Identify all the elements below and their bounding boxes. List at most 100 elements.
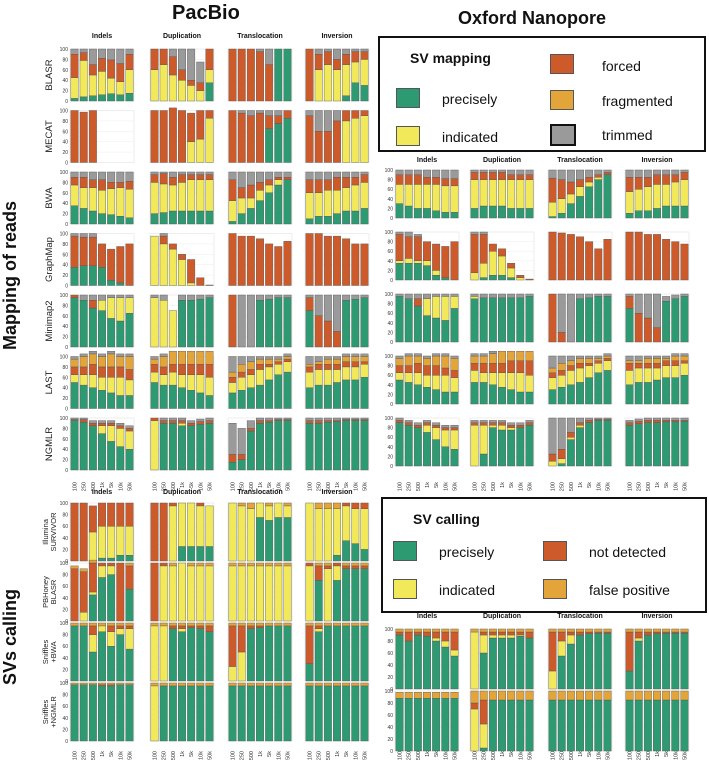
pacbio-calling-0-0-bar-segment xyxy=(116,502,125,527)
ont-calling-1-2-bar-segment xyxy=(594,699,603,752)
pacbio-mapping-6-3-bar-segment xyxy=(323,417,332,421)
pacbio-mapping-6-3-bar-segment xyxy=(351,420,360,471)
pacbio-calling-0-1-bar-segment xyxy=(150,502,159,562)
ont-mapping-3-3-bar-segment xyxy=(634,360,643,364)
pacbio-mapping-0-0-bar-segment xyxy=(79,52,88,61)
pacbio-mapping-0-0-bar-segment xyxy=(98,48,106,59)
ont-mapping-0-3-bar-segment xyxy=(653,208,661,219)
ont-mapping-3-2-bar-segment xyxy=(548,389,557,405)
pacbio-mapping-6-0-ytick: 100 xyxy=(60,416,69,422)
pacbio-mapping-4-0-bar-segment xyxy=(107,297,116,319)
pacbio-calling-1-2-bar-segment xyxy=(274,562,283,567)
ont-calling-0-2-bar-segment xyxy=(603,628,612,633)
ont-mapping-4-2-bar-segment xyxy=(585,422,594,467)
ont-calling-0-1-bar-segment xyxy=(525,628,534,633)
pacbio-mapping-5-3-bar-segment xyxy=(314,361,323,365)
ont-mapping-1-1-bar-segment xyxy=(516,277,525,281)
ont-mapping-4-2-bar-segment xyxy=(548,461,557,467)
pacbio-calling-3-1-bar-segment xyxy=(187,685,196,742)
pacbio-mapping-2-3-bar-segment xyxy=(305,218,314,225)
ont-mapping-0-2-bar-segment xyxy=(576,196,584,219)
pacbio-mapping-1-1-bar-segment xyxy=(187,112,196,142)
ont-mapping-1-1-bar-segment xyxy=(507,277,516,281)
ont-calling-0-0-bar-segment xyxy=(404,640,413,690)
pacbio-mapping-1-3-bar-segment xyxy=(351,118,360,163)
pacbio-mapping-6-2-bar-segment xyxy=(237,454,246,460)
pacbio-mapping-2-3-bar-segment xyxy=(323,189,332,217)
pacbio-mapping-5-1-bar-segment xyxy=(168,351,177,365)
pacbio-calling-0-0-bar-segment xyxy=(107,502,116,527)
pacbio-mapping-5-3-bar-segment xyxy=(360,364,369,378)
pacbio-mapping-5-2-bar-segment xyxy=(256,364,264,370)
ont-calling-xtick: 50k xyxy=(682,751,688,760)
ont-mapping-3-3-bar-segment xyxy=(680,353,689,357)
ont-mapping-4-0-bar-segment xyxy=(450,449,459,467)
pacbio-mapping-5-3-bar-segment xyxy=(314,384,323,409)
pacbio-mapping-6-2-bar-segment xyxy=(246,428,255,432)
pacbio-mapping-xtick: 250 xyxy=(82,482,88,491)
ont-mapping-2-3-bar-segment xyxy=(671,294,680,299)
pacbio-calling-2-1-bar-segment xyxy=(168,628,177,682)
pacbio-mapping-xtick: 100 xyxy=(153,482,159,491)
ont-mapping-4-0-bar-segment xyxy=(413,425,422,428)
ont-calling-1-1-bar-segment xyxy=(507,690,516,701)
pacbio-calling-1-0-bar-segment xyxy=(70,565,79,570)
pacbio-calling-0-1-bar-segment xyxy=(205,546,214,562)
pacbio-mapping-5-0-bar-segment xyxy=(88,353,97,365)
ont-calling-1-1-bar-segment xyxy=(525,690,534,701)
pacbio-mapping-4-0-ytick: 100 xyxy=(60,293,69,299)
pacbio-calling-0-2-bar-segment xyxy=(246,502,255,510)
pacbio-mapping-4-0-ytick: 0 xyxy=(65,345,68,351)
pacbio-mapping-6-3-bar-segment xyxy=(333,421,341,471)
pacbio-calling-1-3-bar-segment xyxy=(360,565,369,570)
ont-mapping-3-0-bar-segment xyxy=(395,355,404,359)
ont-mapping-3-0-bar-segment xyxy=(395,379,404,405)
pacbio-mapping-6-1-bar-segment xyxy=(178,423,186,427)
pacbio-mapping-6-0-bar-segment xyxy=(88,425,97,471)
ont-mapping-4-0-bar-segment xyxy=(423,420,431,423)
pacbio-mapping-5-2-bar-segment xyxy=(283,361,292,373)
pacbio-mapping-2-1-bar-segment xyxy=(159,212,168,225)
pacbio-mapping-5-1-bar-segment xyxy=(196,364,205,375)
ont-calling-xtick: 50k xyxy=(452,751,458,760)
pacbio-mapping-6-0-bar-segment xyxy=(125,430,134,450)
pacbio-calling-0-1-bar-segment xyxy=(196,502,205,507)
ont-mapping-0-1-bar-segment xyxy=(507,174,516,180)
pacbio-mapping-3-0-bar-segment xyxy=(79,236,88,266)
ont-mapping-0-1-bar-segment xyxy=(479,205,488,219)
pacbio-mapping-0-0-bar-segment xyxy=(125,54,134,71)
ont-calling-1-1-bar-segment xyxy=(479,723,488,749)
ont-calling-0-2-bar-segment xyxy=(548,628,557,633)
pacbio-mapping-0-3-bar-segment xyxy=(323,64,332,102)
pacbio-mapping-row-label-part: MECAT xyxy=(44,120,55,153)
ont-mapping-0-1-bar-segment xyxy=(479,179,488,207)
pacbio-mapping-1-2-bar-segment xyxy=(265,128,274,163)
ont-calling-1-3-bar-segment xyxy=(625,690,634,701)
pacbio-calling-3-0-ytick: 100 xyxy=(60,681,69,687)
ont-mapping-0-2-bar-segment xyxy=(557,212,566,219)
pacbio-mapping-6-0-ytick: 20 xyxy=(62,458,68,464)
pacbio-mapping-5-3-bar-segment xyxy=(360,361,369,365)
ont-mapping-1-0-ytick: 100 xyxy=(385,230,394,236)
pacbio-mapping-5-3-bar-segment xyxy=(305,387,314,409)
pacbio-calling-xtick: 250 xyxy=(240,751,246,760)
pacbio-mapping-xtick: 5k xyxy=(267,482,273,488)
ont-calling-0-2-bar-segment xyxy=(576,634,584,690)
pacbio-calling-0-3-bar-segment xyxy=(342,540,351,562)
ont-mapping-4-2-bar-segment xyxy=(566,439,575,467)
ont-calling-1-1-bar-segment xyxy=(470,708,479,752)
ont-mapping-3-3-bar-segment xyxy=(643,358,652,364)
ont-mapping-0-3-bar-segment xyxy=(634,210,643,219)
pacbio-mapping-6-3-bar-segment xyxy=(314,417,323,421)
ont-mapping-3-0-bar-segment xyxy=(423,375,431,388)
pacbio-mapping-0-3-bar-segment xyxy=(314,48,323,55)
pacbio-calling-1-2-bar-segment xyxy=(283,562,292,567)
pacbio-mapping-row-label: BLASR xyxy=(44,59,55,90)
pacbio-mapping-4-1-bar-segment xyxy=(168,310,177,348)
ont-mapping-3-2-bar-segment xyxy=(576,367,584,383)
pacbio-calling-1-1-bar-segment xyxy=(205,562,214,567)
ont-mapping-xtick: 10k xyxy=(673,482,679,491)
ont-calling-0-3-bar-segment xyxy=(634,637,643,642)
ont-mapping-3-0-bar-segment xyxy=(441,375,450,393)
pacbio-calling-2-1-bar-segment xyxy=(168,622,177,627)
